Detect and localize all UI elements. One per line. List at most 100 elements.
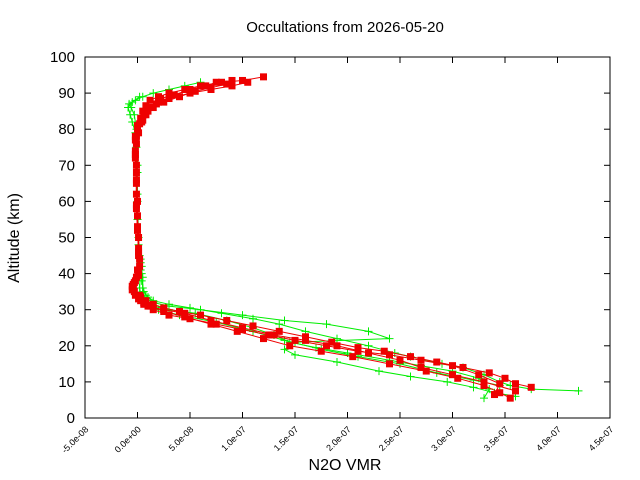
data-point-square <box>135 248 143 256</box>
data-point-square <box>485 369 493 377</box>
data-point-square <box>302 336 309 344</box>
data-point-square <box>139 107 147 115</box>
data-point-square <box>135 271 143 279</box>
data-point-square <box>136 291 144 299</box>
data-point-plus <box>135 92 144 101</box>
data-point-plus <box>291 350 299 359</box>
data-point-square <box>212 320 220 328</box>
x-tick-label: -5.0e-08 <box>60 424 91 455</box>
data-point-square <box>135 129 143 137</box>
x-tick-label: 3.0e-07 <box>429 424 458 453</box>
data-point-plus <box>375 367 383 376</box>
data-point-square <box>417 356 425 364</box>
data-point-square <box>134 266 141 274</box>
data-point-square <box>228 76 236 84</box>
data-point-plus <box>406 372 415 381</box>
data-point-square <box>396 356 404 364</box>
y-tick-label: 40 <box>58 266 75 283</box>
data-point-square <box>506 394 514 402</box>
data-point-square <box>386 351 393 359</box>
series-line <box>128 81 579 392</box>
data-point-square <box>165 89 173 97</box>
data-point-square <box>197 82 204 90</box>
y-tick-label: 30 <box>58 302 75 319</box>
data-point-square <box>328 338 336 346</box>
y-axis-label: Altitude (km) <box>6 193 23 283</box>
data-point-square <box>239 324 246 332</box>
data-point-plus <box>124 103 133 112</box>
data-point-square <box>354 344 362 352</box>
x-tick-label: 2.5e-07 <box>377 424 406 453</box>
data-point-square <box>137 297 145 305</box>
data-point-square <box>501 374 509 382</box>
y-tick-label: 90 <box>58 85 75 102</box>
data-point-square <box>139 116 147 124</box>
data-point-square <box>186 315 194 323</box>
data-point-square <box>244 78 252 86</box>
data-point-square <box>132 205 140 213</box>
data-point-square <box>496 380 504 388</box>
data-point-square <box>160 306 168 314</box>
y-tick-label: 70 <box>58 157 75 174</box>
data-point-square <box>155 98 162 106</box>
x-tick-label: 0.0e+00 <box>113 424 143 454</box>
data-point-square <box>291 336 299 344</box>
data-point-square <box>233 327 241 335</box>
data-point-square <box>149 306 157 314</box>
data-point-plus <box>128 98 137 107</box>
y-tick-label: 10 <box>58 374 75 391</box>
data-point-plus <box>480 394 488 403</box>
x-tick-label: 2.0e-07 <box>324 424 353 453</box>
data-point-square <box>142 102 150 110</box>
data-point-plus <box>333 358 341 367</box>
data-point-square <box>207 317 215 325</box>
data-point-plus <box>126 110 135 119</box>
data-point-square <box>144 302 152 310</box>
data-point-square <box>354 347 362 355</box>
data-point-square <box>302 333 309 341</box>
data-point-square <box>181 85 189 93</box>
data-point-square <box>422 367 430 375</box>
data-point-square <box>131 150 139 158</box>
data-point-plus <box>333 334 341 343</box>
chart-title: Occultations from 2026-05-20 <box>246 19 444 36</box>
x-axis-label: N2O VMR <box>309 457 382 474</box>
data-point-square <box>157 95 165 103</box>
data-point-square <box>134 125 141 133</box>
data-point-square <box>181 309 189 317</box>
data-point-square <box>480 382 488 390</box>
data-point-square <box>249 322 257 330</box>
data-point-square <box>365 349 372 357</box>
data-point-plus <box>443 377 452 386</box>
data-point-plus <box>238 311 247 320</box>
data-point-square <box>349 353 357 361</box>
data-point-plus <box>385 334 394 343</box>
data-point-square <box>134 197 141 205</box>
data-point-square <box>197 311 204 319</box>
data-point-plus <box>322 320 331 329</box>
x-tick-label: 1.5e-07 <box>272 424 301 453</box>
data-point-square <box>265 331 273 339</box>
data-point-square <box>186 89 194 97</box>
data-point-square <box>186 85 194 93</box>
data-point-square <box>181 313 189 321</box>
data-point-square <box>207 85 215 93</box>
data-point-square <box>134 226 141 234</box>
y-axis-ticks: 0 10 20 30 40 50 60 70 80 90 100 <box>50 49 610 427</box>
data-point-square <box>132 161 140 169</box>
data-point-square <box>144 107 152 115</box>
data-point-plus <box>280 336 289 345</box>
data-point-square <box>202 82 210 90</box>
data-point-square <box>323 342 330 350</box>
data-point-square <box>286 342 294 350</box>
x-tick-label: 5.0e-08 <box>167 424 196 453</box>
data-point-square <box>160 98 168 106</box>
data-point-square <box>223 317 231 325</box>
data-point-square <box>131 291 139 299</box>
data-point-square <box>260 73 267 81</box>
data-point-square <box>475 371 483 379</box>
data-point-square <box>239 76 246 84</box>
data-point-plus <box>135 284 144 293</box>
data-point-plus <box>574 386 583 395</box>
